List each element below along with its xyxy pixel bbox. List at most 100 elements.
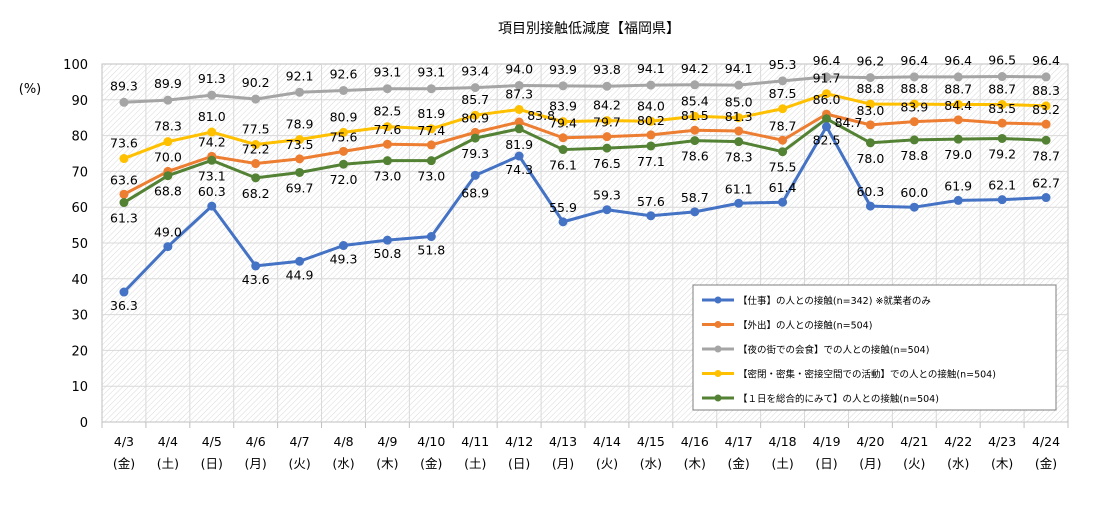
legend-swatch-marker	[714, 394, 722, 402]
data-point	[997, 118, 1007, 128]
x-tick-weekday: (日)	[815, 456, 837, 471]
y-tick-label: 90	[71, 94, 88, 109]
data-label: 88.8	[856, 81, 884, 96]
x-tick-weekday: (日)	[508, 456, 530, 471]
legend-label: 【仕事】の人との接触(n=342) ※就業者のみ	[738, 295, 931, 307]
x-tick-weekday: (木)	[684, 456, 706, 471]
data-label: 75.6	[330, 129, 358, 144]
y-tick-label: 70	[71, 165, 88, 180]
data-label: 76.1	[549, 158, 577, 173]
data-point	[646, 141, 656, 151]
data-label: 78.9	[286, 117, 314, 132]
chart-title: 項目別接触低減度【福岡県】	[498, 20, 680, 37]
data-point	[865, 138, 875, 148]
data-label: 89.3	[110, 78, 138, 93]
data-point	[295, 167, 305, 177]
data-label: 82.5	[813, 133, 841, 148]
data-point	[602, 116, 612, 126]
data-point	[734, 113, 744, 123]
data-point	[251, 173, 261, 183]
data-label: 83.9	[900, 100, 928, 115]
data-point	[426, 140, 436, 150]
data-point	[207, 90, 217, 100]
data-label: 44.9	[286, 267, 314, 282]
data-point	[602, 81, 612, 91]
data-label: 60.3	[198, 184, 226, 199]
y-axis-ticks: 0 10 20 30 40 50 60 70 80 90 100	[63, 58, 88, 431]
data-label: 60.3	[856, 184, 884, 199]
data-point	[1041, 193, 1051, 203]
x-tick-weekday: (金)	[1035, 456, 1057, 471]
data-label: 96.4	[944, 53, 972, 68]
x-tick-label: 4/18	[769, 434, 797, 449]
data-point	[690, 207, 700, 217]
data-label: 81.9	[417, 106, 445, 121]
data-point	[514, 104, 524, 114]
x-tick-label: 4/24	[1032, 434, 1060, 449]
x-tick-label: 4/4	[158, 434, 178, 449]
data-label: 80.9	[461, 110, 489, 125]
data-point	[339, 85, 348, 95]
data-point	[251, 94, 261, 104]
data-point	[514, 80, 524, 90]
data-point	[207, 127, 217, 137]
data-point	[865, 99, 875, 109]
data-point	[953, 72, 963, 82]
data-label: 85.7	[461, 92, 489, 107]
data-point	[163, 242, 173, 252]
data-label: 82.5	[373, 104, 401, 119]
data-point	[558, 217, 568, 227]
x-tick-label: 4/21	[900, 434, 928, 449]
data-point	[690, 125, 700, 135]
data-point	[734, 137, 744, 147]
data-label: 79.2	[988, 146, 1016, 161]
data-label: 61.9	[944, 178, 972, 193]
data-label: 80.9	[330, 109, 358, 124]
data-point	[778, 76, 788, 86]
x-tick-weekday: (金)	[420, 456, 442, 471]
data-point	[119, 189, 129, 199]
data-point	[822, 114, 831, 124]
x-tick-weekday: (金)	[113, 456, 135, 471]
data-label: 80.2	[637, 113, 665, 128]
legend-item-3: 【密閉・密集・密接空間での活動】での人との接触(n=504)	[702, 369, 996, 381]
y-tick-label: 40	[71, 273, 88, 288]
data-label: 73.5	[286, 137, 314, 152]
data-label: 78.6	[681, 149, 709, 164]
x-tick-weekday: (水)	[332, 456, 354, 471]
data-point	[339, 241, 348, 251]
data-label: 94.1	[637, 61, 665, 76]
data-label: 81.5	[681, 108, 709, 123]
data-labels: 36.3 49.0 60.3 43.6 44.9 49.3 50.8 51.8 68.9 74.3…	[110, 53, 1060, 314]
data-point	[514, 117, 524, 127]
legend-label: 【密閉・密集・密接空間での活動】での人との接触(n=504)	[738, 369, 996, 381]
data-point	[470, 133, 480, 143]
x-tick-weekday: (日)	[201, 456, 223, 471]
data-label: 81.0	[198, 109, 226, 124]
x-tick-label: 4/13	[549, 434, 577, 449]
x-tick-label: 4/11	[461, 434, 489, 449]
data-point	[1041, 101, 1051, 111]
data-point	[909, 72, 919, 82]
x-tick-weekday: (木)	[991, 456, 1013, 471]
data-label: 43.6	[242, 272, 270, 287]
data-point	[382, 139, 392, 149]
data-point	[558, 81, 568, 91]
y-tick-label: 10	[71, 380, 88, 395]
data-label: 87.5	[769, 86, 797, 101]
data-point	[295, 256, 305, 266]
x-tick-weekday: (土)	[157, 456, 179, 471]
data-label: 73.6	[110, 136, 138, 151]
data-point	[822, 89, 831, 99]
data-point	[558, 133, 568, 143]
legend: 【仕事】の人との接触(n=342) ※就業者のみ【外出】の人との接触(n=504…	[692, 284, 1057, 411]
data-label: 89.9	[154, 76, 182, 91]
data-label: 83.5	[988, 101, 1016, 116]
x-tick-weekday: (火)	[596, 456, 618, 471]
x-tick-label: 4/8	[333, 434, 353, 449]
series-line	[122, 125, 1047, 294]
data-label: 78.7	[1032, 148, 1060, 163]
data-point	[251, 159, 261, 169]
legend-swatch-marker	[714, 345, 722, 353]
data-point	[734, 126, 744, 136]
